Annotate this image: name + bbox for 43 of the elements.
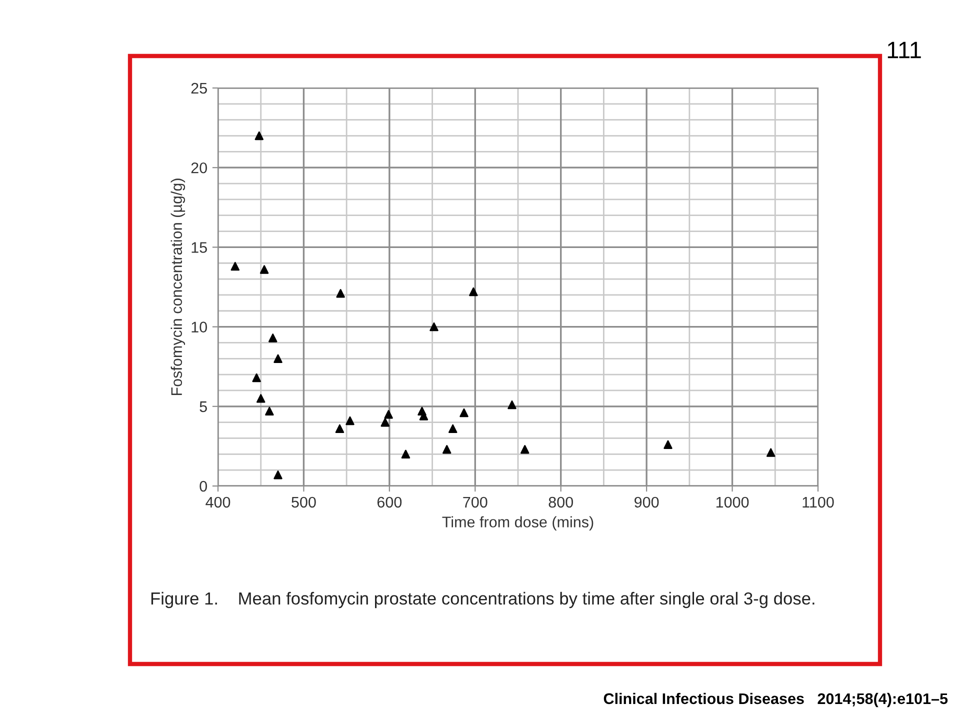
point bbox=[336, 289, 345, 298]
point bbox=[384, 410, 393, 419]
point bbox=[520, 445, 530, 454]
y-axis-title: Fosfomycin concentration (µg/g) bbox=[170, 178, 186, 396]
point bbox=[442, 445, 452, 454]
point bbox=[508, 400, 516, 410]
point bbox=[252, 373, 261, 382]
point bbox=[664, 440, 672, 449]
point bbox=[265, 406, 274, 416]
x-tick-label: 600 bbox=[377, 496, 402, 508]
point bbox=[346, 416, 354, 426]
point bbox=[274, 354, 282, 364]
x-axis-title: Time from dose (mins) bbox=[442, 516, 594, 530]
point bbox=[380, 418, 390, 427]
x-tick-label: 900 bbox=[634, 496, 659, 508]
point bbox=[268, 334, 278, 342]
point bbox=[766, 448, 776, 457]
point bbox=[260, 265, 269, 274]
point bbox=[448, 424, 458, 434]
point bbox=[401, 450, 410, 459]
y-tick-label: 0 bbox=[200, 480, 207, 492]
x-tick-label: 1100 bbox=[802, 496, 834, 508]
text: Figure 1. Mean fosfomycin prostate concentrations by time after single oral 3-g dose. bbox=[151, 592, 814, 608]
point bbox=[230, 262, 240, 271]
point bbox=[274, 470, 282, 480]
y-tick-label: 20 bbox=[191, 162, 207, 174]
point bbox=[254, 131, 264, 140]
point bbox=[335, 424, 344, 434]
point bbox=[256, 394, 266, 403]
point bbox=[469, 287, 478, 296]
y-tick-label: 5 bbox=[200, 401, 207, 412]
text: 111 bbox=[888, 42, 921, 58]
y-tick-label: 10 bbox=[192, 322, 207, 332]
point bbox=[430, 322, 438, 332]
x-tick-label: 500 bbox=[292, 496, 316, 508]
y-tick-label: 15 bbox=[192, 242, 207, 253]
x-tick-label: 800 bbox=[548, 496, 574, 508]
x-tick-label: 400 bbox=[206, 496, 230, 508]
text: Clinical Infectious Diseases 2014;58(4):e101–5 bbox=[604, 692, 948, 708]
y-tick-label: 25 bbox=[191, 82, 207, 94]
x-tick-label: 1000 bbox=[716, 496, 749, 508]
point bbox=[460, 408, 468, 418]
x-tick-label: 700 bbox=[463, 496, 488, 508]
